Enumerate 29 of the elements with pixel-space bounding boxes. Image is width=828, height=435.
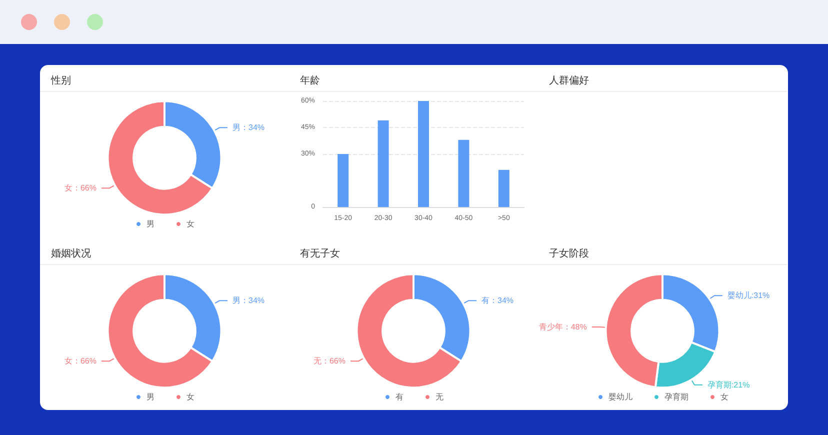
chart-title: 性别 bbox=[50, 74, 71, 86]
bar bbox=[498, 170, 510, 207]
chart-title: 子女阶段 bbox=[549, 248, 589, 260]
data-label: 青少年：48% bbox=[538, 322, 587, 332]
text: 人群偏好 bbox=[549, 74, 589, 86]
legend-label: 男 bbox=[146, 220, 154, 228]
data-label: 有：34% bbox=[481, 296, 514, 306]
legend-label: 婴幼儿 bbox=[608, 392, 632, 402]
data-label: 女：66% bbox=[64, 184, 97, 193]
legend-label: 女 bbox=[186, 220, 194, 228]
legend-label: 无 bbox=[436, 392, 444, 402]
data-label: 女：66% bbox=[64, 356, 97, 366]
chart-title: 婚姻状况 bbox=[51, 248, 91, 260]
data-label: 婴幼儿:31% bbox=[727, 291, 770, 300]
data-label: 无：66% bbox=[313, 356, 346, 366]
bar bbox=[378, 120, 389, 207]
legend-label: 男 bbox=[146, 392, 154, 402]
legend-label: 孕育期 bbox=[664, 392, 688, 402]
bar bbox=[458, 140, 470, 207]
bar bbox=[338, 154, 349, 207]
legend-label: 女 bbox=[186, 392, 194, 402]
bar bbox=[418, 101, 429, 207]
legend-label: 有 bbox=[396, 392, 404, 402]
data-label: 男：34% bbox=[232, 296, 265, 306]
data-label: 男：34% bbox=[232, 123, 265, 132]
data-label: 孕育期:21% bbox=[707, 380, 750, 390]
legend-label: 女 bbox=[720, 392, 728, 402]
chart-title: 年龄 bbox=[300, 74, 320, 86]
chart-title: 有无子女 bbox=[300, 248, 340, 260]
